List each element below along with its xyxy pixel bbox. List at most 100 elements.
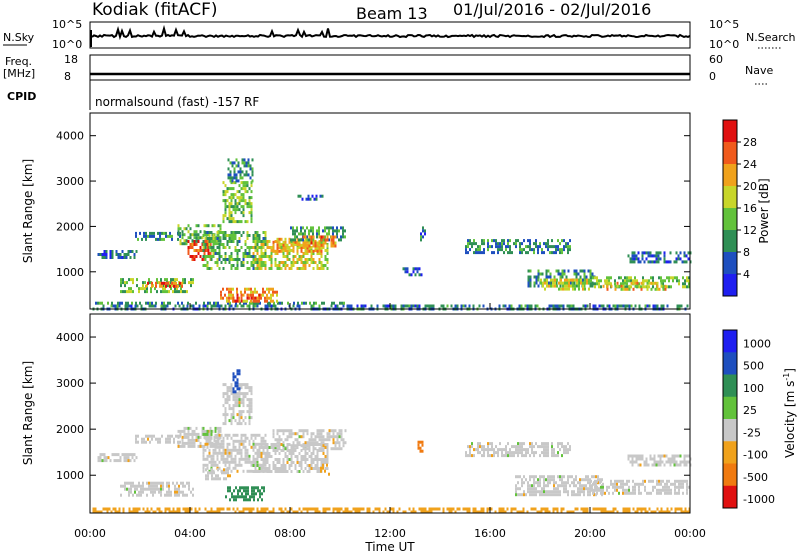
velocity-cell — [308, 438, 311, 442]
velocity-cell — [521, 484, 523, 488]
power-cell — [678, 282, 680, 286]
velocity-cell — [232, 457, 235, 461]
power-cell — [262, 290, 264, 294]
velocity-cell — [316, 435, 319, 439]
velocity-cell — [497, 454, 499, 458]
power-cell — [312, 235, 315, 239]
power-cell — [117, 301, 119, 305]
power-cell — [220, 261, 223, 264]
power-cell — [232, 220, 235, 224]
power-cell — [544, 287, 546, 291]
velocity-cell — [644, 485, 646, 489]
power-cell — [224, 211, 227, 215]
power-cell — [302, 226, 304, 230]
velocity-cell — [185, 432, 188, 436]
power-cell — [243, 164, 246, 168]
velocity-cell — [266, 449, 269, 452]
power-cell — [316, 232, 318, 236]
power-cell — [547, 239, 549, 243]
power-cell — [563, 245, 565, 249]
velocity-cell — [530, 507, 533, 511]
velocity-cell — [248, 442, 251, 446]
velocity-cell — [328, 507, 331, 511]
velocity-cell — [575, 484, 577, 488]
power-cell — [292, 229, 294, 233]
power-cell — [527, 269, 530, 273]
power-cell — [547, 242, 549, 246]
power-cell — [669, 260, 672, 264]
velocity-cell — [134, 484, 136, 488]
power-cell — [338, 238, 340, 242]
power-cell — [157, 231, 159, 235]
velocity-cell — [638, 488, 640, 492]
velocity-cell — [234, 466, 237, 470]
velocity-cell — [131, 453, 134, 457]
velocity-cell — [266, 455, 269, 458]
power-cell — [547, 248, 549, 252]
velocity-cell — [557, 454, 559, 458]
velocity-cell — [471, 445, 473, 449]
power-cell — [187, 224, 190, 228]
power-cell — [99, 253, 102, 256]
velocity-cell — [662, 479, 664, 483]
velocity-cell — [316, 507, 319, 511]
velocity-cell — [509, 448, 511, 452]
power-cell — [314, 261, 317, 264]
power-cell — [117, 253, 120, 256]
velocity-cell — [627, 454, 630, 458]
power-cell — [296, 240, 299, 244]
velocity-cell — [579, 484, 581, 488]
velocity-cell — [228, 451, 231, 455]
velocity-cell — [481, 445, 483, 449]
power-cell — [348, 304, 351, 308]
power-cell — [300, 229, 302, 233]
power-cell — [656, 304, 659, 308]
velocity-cell — [103, 453, 106, 457]
velocity-cell — [226, 389, 229, 393]
velocity-cell — [314, 443, 317, 446]
velocity-cell — [483, 445, 485, 449]
power-cell — [248, 234, 251, 237]
power-cell — [573, 272, 576, 276]
power-cell — [326, 235, 329, 239]
velocity-cell — [169, 440, 171, 444]
velocity-cell — [111, 453, 114, 457]
power-cell — [272, 249, 275, 253]
power-cell — [205, 249, 208, 252]
velocity-cell — [368, 507, 371, 511]
velocity-cell — [216, 507, 219, 511]
power-cell — [420, 238, 422, 242]
power-cell — [252, 237, 255, 240]
velocity-cell — [234, 419, 237, 423]
velocity-cell — [222, 460, 225, 464]
power-cell — [663, 260, 666, 264]
velocity-cell — [154, 510, 157, 514]
velocity-cell — [612, 491, 614, 495]
power-cell — [308, 244, 311, 248]
velocity-cell — [94, 507, 97, 511]
power-cell — [146, 287, 148, 291]
velocity-cell — [120, 484, 122, 488]
power-cell — [643, 251, 646, 255]
velocity-cell — [250, 510, 253, 514]
power-cell — [142, 287, 144, 291]
velocity-cell — [643, 460, 646, 464]
velocity-cell — [480, 510, 483, 514]
power-cell — [224, 255, 227, 258]
power-cell — [592, 276, 594, 280]
velocity-cell — [612, 482, 614, 486]
velocity-cell — [408, 507, 411, 511]
velocity-colorbar-tick-label: -1000 — [743, 493, 775, 506]
velocity-cell — [579, 487, 581, 491]
velocity-cell — [575, 493, 577, 497]
power-cell — [232, 196, 235, 200]
velocity-cell — [587, 490, 589, 494]
velocity-cell — [284, 470, 287, 473]
power-cell — [316, 267, 319, 270]
power-cell — [502, 304, 505, 308]
power-cell — [176, 290, 178, 294]
velocity-cell — [685, 460, 688, 464]
power-cell — [260, 293, 262, 297]
power-cell — [242, 211, 245, 215]
power-cell — [160, 304, 163, 308]
